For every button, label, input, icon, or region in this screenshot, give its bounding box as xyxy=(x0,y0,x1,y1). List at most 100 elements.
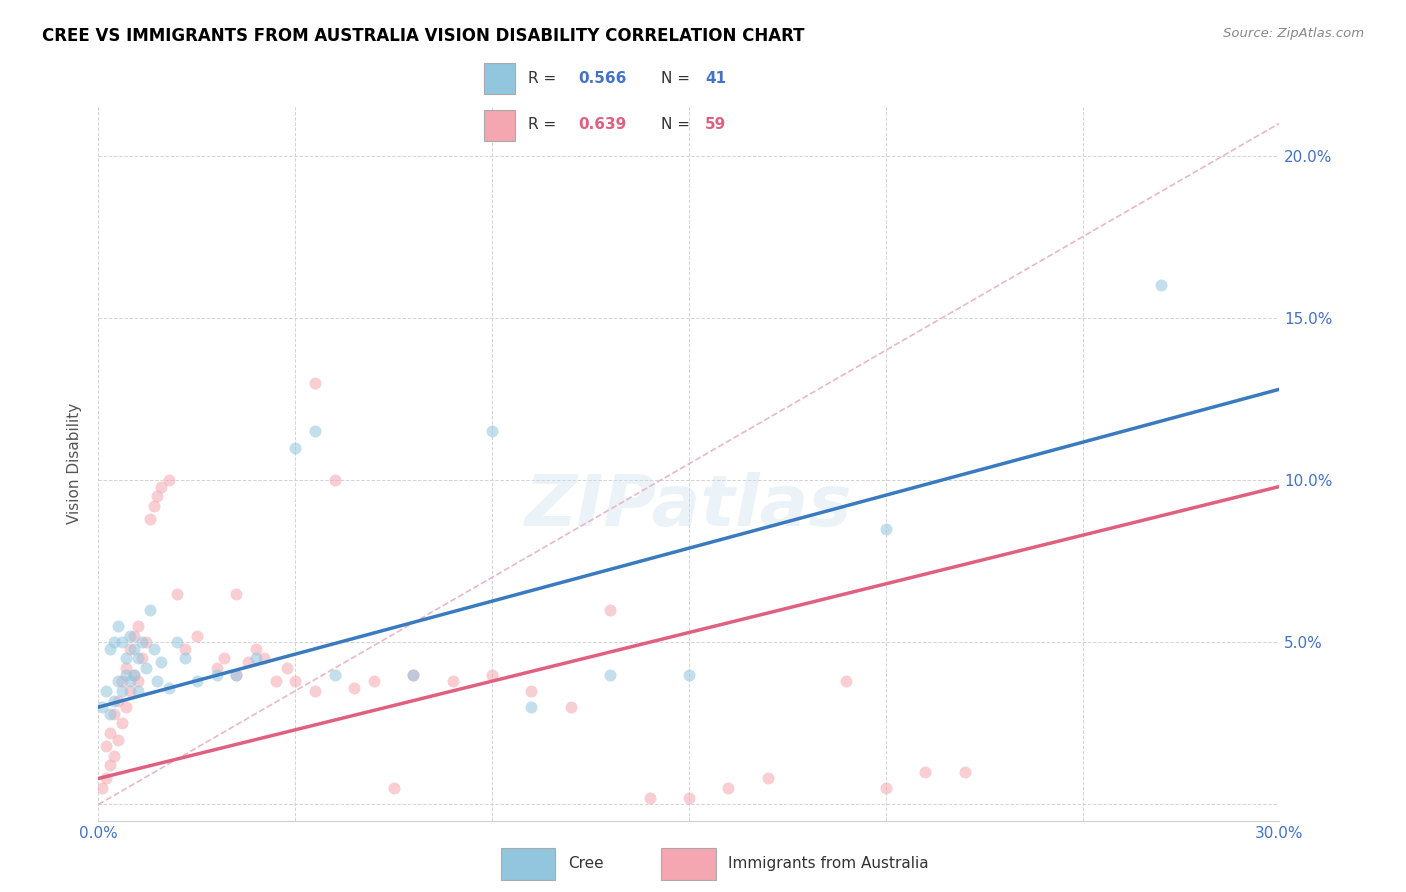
Point xyxy=(363,674,385,689)
Point xyxy=(107,732,129,747)
Point xyxy=(441,674,464,689)
Point xyxy=(142,499,165,513)
Text: 41: 41 xyxy=(706,70,727,86)
Point xyxy=(284,674,307,689)
Point xyxy=(402,667,425,681)
Point xyxy=(96,684,118,698)
Point xyxy=(756,772,779,786)
Point xyxy=(253,651,276,665)
Point xyxy=(122,667,145,681)
Point xyxy=(225,586,247,600)
Point xyxy=(174,651,197,665)
Point xyxy=(115,661,138,675)
Point xyxy=(481,667,503,681)
Y-axis label: Vision Disability: Vision Disability xyxy=(67,403,83,524)
Point xyxy=(122,667,145,681)
Point xyxy=(150,655,173,669)
Point xyxy=(118,641,141,656)
Point xyxy=(127,674,149,689)
Point xyxy=(520,700,543,714)
Text: Cree: Cree xyxy=(568,855,603,871)
Point xyxy=(98,706,121,721)
Point xyxy=(131,635,153,649)
Point xyxy=(135,661,157,675)
Point xyxy=(98,641,121,656)
Point xyxy=(111,684,134,698)
Point xyxy=(599,603,621,617)
Text: CREE VS IMMIGRANTS FROM AUSTRALIA VISION DISABILITY CORRELATION CHART: CREE VS IMMIGRANTS FROM AUSTRALIA VISION… xyxy=(42,27,804,45)
Point xyxy=(96,739,118,753)
Point xyxy=(875,522,897,536)
Point xyxy=(276,661,298,675)
Point xyxy=(599,667,621,681)
Point xyxy=(91,700,114,714)
Point xyxy=(118,674,141,689)
Point xyxy=(131,651,153,665)
Point xyxy=(157,473,180,487)
Point xyxy=(520,684,543,698)
Point xyxy=(103,693,125,707)
FancyBboxPatch shape xyxy=(501,848,555,880)
Point xyxy=(122,629,145,643)
Point xyxy=(118,629,141,643)
Point xyxy=(103,635,125,649)
Point xyxy=(115,700,138,714)
Point xyxy=(225,667,247,681)
Point xyxy=(214,651,236,665)
Point xyxy=(225,667,247,681)
Point xyxy=(146,489,169,503)
Point xyxy=(127,619,149,633)
Point xyxy=(135,635,157,649)
FancyBboxPatch shape xyxy=(484,63,516,94)
Point xyxy=(284,441,307,455)
Point xyxy=(103,706,125,721)
Text: N =: N = xyxy=(661,70,695,86)
Point xyxy=(245,641,267,656)
Point xyxy=(157,681,180,695)
Point xyxy=(111,674,134,689)
Point xyxy=(91,781,114,796)
Text: N =: N = xyxy=(661,117,695,132)
FancyBboxPatch shape xyxy=(661,848,716,880)
Point xyxy=(127,651,149,665)
Point xyxy=(142,641,165,656)
Point xyxy=(953,764,976,779)
Point xyxy=(96,772,118,786)
Point xyxy=(111,716,134,731)
Point xyxy=(717,781,740,796)
Point xyxy=(245,651,267,665)
Point xyxy=(304,376,326,390)
Text: ZIPatlas: ZIPatlas xyxy=(526,472,852,541)
Point xyxy=(323,667,346,681)
Point xyxy=(146,674,169,689)
Point xyxy=(304,425,326,439)
Point xyxy=(138,603,160,617)
Point xyxy=(1150,278,1173,293)
Point xyxy=(186,674,208,689)
Text: R =: R = xyxy=(529,117,561,132)
Text: 0.566: 0.566 xyxy=(579,70,627,86)
Point xyxy=(481,425,503,439)
Point xyxy=(638,791,661,805)
Point xyxy=(138,512,160,526)
Point xyxy=(264,674,287,689)
Text: Source: ZipAtlas.com: Source: ZipAtlas.com xyxy=(1223,27,1364,40)
Point xyxy=(875,781,897,796)
Point xyxy=(98,726,121,740)
Text: 59: 59 xyxy=(706,117,727,132)
Point xyxy=(111,635,134,649)
Point xyxy=(103,748,125,763)
Point xyxy=(98,758,121,772)
Text: R =: R = xyxy=(529,70,561,86)
Point xyxy=(560,700,582,714)
Point xyxy=(343,681,366,695)
Point xyxy=(186,629,208,643)
Point xyxy=(402,667,425,681)
Point xyxy=(236,655,259,669)
Point xyxy=(174,641,197,656)
Point xyxy=(115,667,138,681)
Point xyxy=(205,667,228,681)
Point xyxy=(118,684,141,698)
Point xyxy=(107,674,129,689)
Point xyxy=(835,674,858,689)
